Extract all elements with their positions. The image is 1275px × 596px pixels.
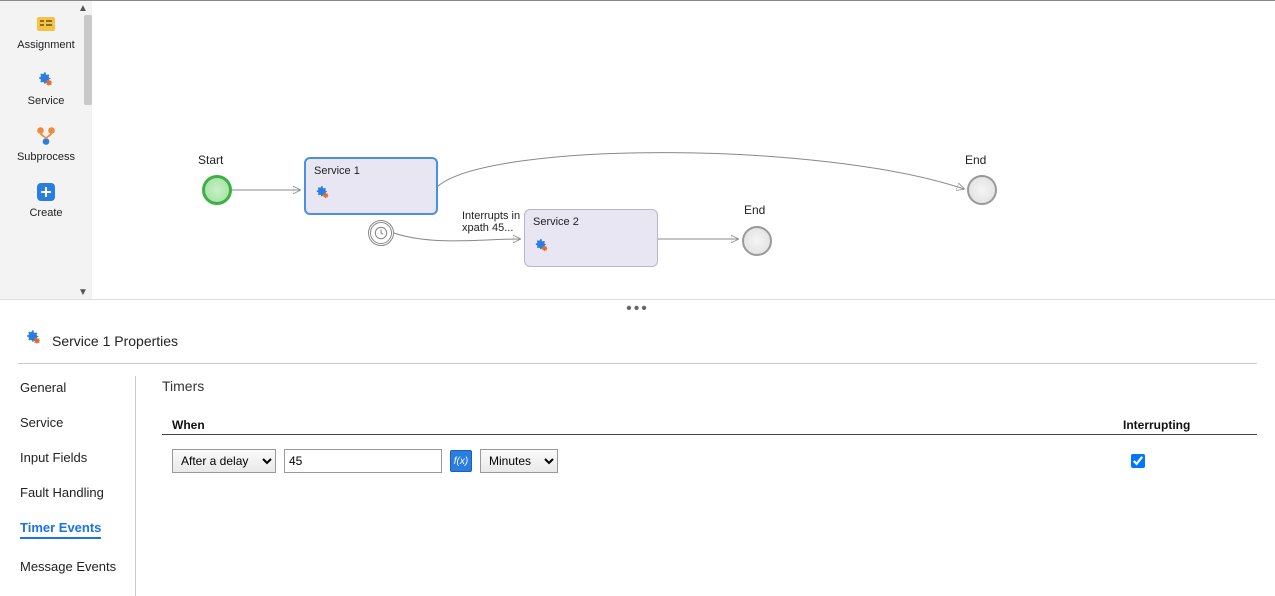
canvas[interactable]: Start Service 1 Interrupts in xpath 45..… [92, 1, 1275, 299]
end2-node[interactable] [967, 175, 997, 205]
timer-unit-select[interactable]: MinutesSecondsHoursDays [480, 449, 558, 473]
interrupting-checkbox[interactable] [1131, 454, 1145, 468]
start-node[interactable] [202, 175, 232, 205]
properties-content: Timers When Interrupting After a delayAt… [136, 376, 1257, 596]
timer-label: Interrupts in xpath 45... [462, 210, 524, 234]
tab-input-fields[interactable]: Input Fields [20, 450, 135, 465]
properties-header: Service 1 Properties [18, 322, 1257, 364]
timers-table: When Interrupting After a delayAt a time… [162, 418, 1257, 473]
tab-service[interactable]: Service [20, 415, 135, 430]
properties-body: General Service Input Fields Fault Handl… [18, 376, 1257, 596]
service2-title: Service 2 [533, 216, 649, 228]
cell-interrupting [1123, 454, 1253, 468]
palette-scroll-thumb[interactable] [84, 15, 92, 105]
timers-table-head: When Interrupting [162, 418, 1257, 435]
properties-panel: Service 1 Properties General Service Inp… [0, 318, 1275, 596]
assignment-icon [33, 13, 59, 35]
service1-node[interactable]: Service 1 [304, 157, 438, 215]
timer-event-node[interactable] [368, 220, 394, 246]
service-icon [314, 184, 332, 207]
timer-delay-input[interactable] [284, 449, 442, 473]
tab-message-events[interactable]: Message Events [20, 559, 135, 574]
col-when: When [172, 418, 1123, 432]
cell-when: After a delayAt a time f(x) MinutesSecon… [172, 449, 1123, 473]
service-icon [24, 328, 44, 353]
subprocess-icon [33, 125, 59, 147]
palette-item-assignment[interactable]: Assignment [10, 13, 82, 51]
palette-item-subprocess[interactable]: Subprocess [10, 125, 82, 163]
palette-label: Assignment [17, 39, 74, 51]
service2-node[interactable]: Service 2 [524, 209, 658, 267]
tab-general[interactable]: General [20, 380, 135, 395]
palette-scroll-down[interactable]: ▼ [76, 285, 90, 299]
palette-item-create[interactable]: Create [10, 181, 82, 219]
tab-timer-events[interactable]: Timer Events [20, 520, 101, 539]
app-root: ▲ Assignment Service Subprocess Create ▼ [0, 0, 1275, 596]
panel-resize-handle[interactable]: ••• [0, 300, 1275, 318]
palette-item-service[interactable]: Service [10, 69, 82, 107]
service1-title: Service 1 [314, 165, 428, 177]
service-icon [33, 69, 59, 91]
palette-label: Create [29, 207, 62, 219]
timer-mode-select[interactable]: After a delayAt a time [172, 449, 276, 473]
start-label: Start [198, 153, 223, 167]
timer-row: After a delayAt a time f(x) MinutesSecon… [162, 435, 1257, 473]
canvas-region: ▲ Assignment Service Subprocess Create ▼ [0, 0, 1275, 300]
properties-title: Service 1 Properties [52, 333, 178, 349]
palette-scroll-up[interactable]: ▲ [76, 1, 90, 15]
end1-node[interactable] [742, 226, 772, 256]
expression-button[interactable]: f(x) [450, 450, 472, 472]
create-icon [33, 181, 59, 203]
col-interrupting: Interrupting [1123, 418, 1253, 432]
service-icon [533, 237, 551, 260]
palette: ▲ Assignment Service Subprocess Create ▼ [0, 1, 92, 299]
properties-tabs: General Service Input Fields Fault Handl… [18, 376, 136, 596]
edges-layer [92, 1, 1275, 299]
end2-label: End [965, 153, 986, 167]
palette-label: Service [28, 95, 65, 107]
palette-label: Subprocess [17, 151, 75, 163]
end1-label: End [744, 203, 765, 217]
section-title: Timers [162, 378, 1257, 394]
tab-fault-handling[interactable]: Fault Handling [20, 485, 135, 500]
